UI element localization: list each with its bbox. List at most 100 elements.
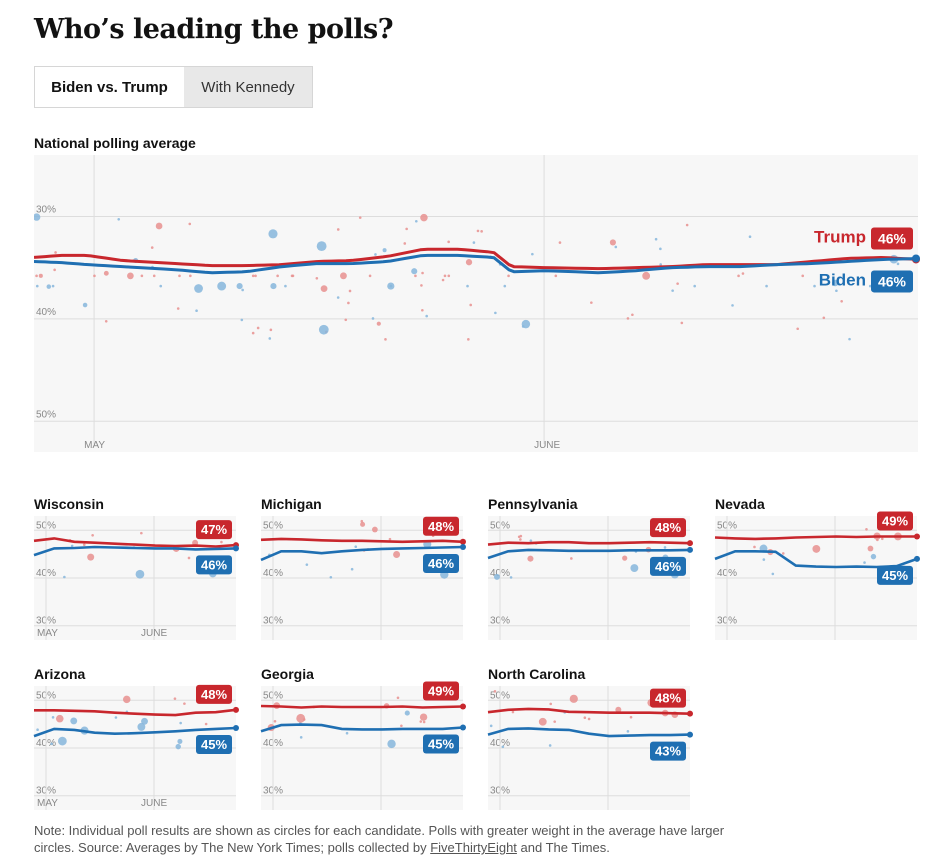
trump-poll-dot [421, 271, 424, 275]
state-title: Arizona [34, 666, 86, 682]
trump-value-label: 48% [655, 691, 681, 706]
biden-poll-dot [268, 229, 278, 239]
biden-poll-dot [868, 284, 872, 288]
trump-poll-dot [87, 553, 95, 561]
trump-poll-dot [467, 338, 470, 341]
biden-poll-dot [345, 731, 349, 735]
biden-poll-dot [175, 743, 181, 750]
trump-poll-dot [336, 228, 340, 231]
trump-value-label: 46% [878, 230, 907, 246]
trump-poll-dot [469, 303, 473, 307]
biden-poll-dot [896, 262, 900, 266]
trump-average-line [260, 704, 464, 709]
biden-poll-dot [663, 546, 667, 549]
trump-poll-dot [865, 527, 868, 531]
biden-value-badge [196, 734, 232, 754]
trump-value-label: 48% [201, 687, 227, 702]
national-polling-chart: 50% 40% 30% MAY JUNE Trump 46% Biden 46% [34, 155, 920, 452]
biden-value-badge [196, 555, 232, 575]
biden-poll-dot [630, 564, 639, 573]
biden-poll-dot [548, 744, 552, 747]
biden-poll-dot [382, 248, 387, 253]
trump-poll-dot [150, 246, 154, 249]
biden-end-marker [233, 724, 239, 731]
trump-poll-dot [405, 227, 408, 231]
trump-value-label: 48% [655, 520, 681, 535]
biden-value-label: 45% [428, 736, 454, 751]
trump-poll-dot [176, 307, 180, 310]
trump-poll-dot [103, 270, 109, 276]
biden-poll-dot [318, 324, 329, 335]
trump-poll-dot [204, 722, 208, 726]
trump-poll-dot [38, 273, 43, 278]
trump-poll-dot [360, 519, 364, 523]
biden-poll-dot [848, 337, 851, 341]
trump-poll-dot [173, 697, 177, 700]
footnote: Note: Individual poll results are shown … [34, 822, 734, 856]
y-tick-label: 40% [36, 307, 56, 318]
biden-poll-dot [835, 289, 838, 293]
trump-poll-dot [812, 544, 821, 553]
trump-poll-dot [251, 331, 255, 335]
trump-poll-dot [840, 299, 843, 303]
trump-poll-dot [188, 222, 192, 226]
trump-poll-dot [347, 301, 350, 305]
biden-poll-dot [114, 716, 118, 719]
trump-poll-dot [187, 556, 191, 560]
trump-value-label: 49% [428, 684, 454, 699]
biden-value-label: 46% [878, 273, 907, 289]
biden-poll-dot [50, 742, 53, 746]
trump-value-badge [871, 227, 913, 250]
biden-poll-dot [521, 319, 531, 329]
biden-poll-dot [236, 283, 243, 290]
trump-poll-dot [384, 338, 387, 341]
trump-poll-dot [393, 550, 401, 558]
biden-poll-dot [425, 314, 428, 318]
trump-poll-dot [123, 695, 131, 704]
trump-poll-dot [629, 715, 633, 719]
biden-poll-dot [36, 728, 39, 732]
trump-value-label: 47% [201, 522, 227, 537]
trump-poll-dot [360, 521, 366, 527]
trump-poll-dot [251, 274, 255, 278]
biden-poll-dot [268, 337, 272, 340]
biden-poll-dot [179, 721, 182, 725]
footnote-text: Note: Individual poll results are shown … [34, 823, 725, 855]
biden-poll-dot [299, 736, 303, 739]
biden-poll-dot [404, 710, 410, 716]
trump-poll-dot [590, 301, 593, 304]
biden-value-label: 43% [655, 744, 681, 759]
trump-poll-dot [55, 714, 64, 723]
fivethirtyeight-link[interactable]: FiveThirtyEight [430, 840, 517, 855]
trump-poll-dot [54, 251, 57, 254]
page-title: Who’s leading the polls? [34, 14, 394, 45]
state-title: Michigan [261, 496, 322, 512]
biden-poll-dot [240, 318, 244, 322]
biden-poll-dot [731, 304, 734, 307]
biden-value-badge [871, 270, 913, 293]
biden-poll-dot [659, 247, 662, 251]
trump-poll-dot [220, 540, 223, 544]
biden-value-label: 45% [201, 737, 227, 752]
biden-poll-dot [411, 268, 418, 275]
trump-value-badge [650, 688, 686, 708]
trump-poll-dot [519, 538, 522, 541]
trump-value-badge [423, 516, 459, 536]
biden-average-line [260, 545, 464, 562]
biden-poll-dot [863, 561, 866, 564]
x-tick-label: JUNE [141, 798, 167, 809]
biden-value-badge [650, 741, 686, 761]
biden-value-badge [650, 556, 686, 576]
biden-value-badge [423, 734, 459, 754]
tab-biden-vs-trump[interactable]: Biden vs. Trump [35, 67, 184, 107]
biden-value-label: 46% [428, 556, 454, 571]
tab-with-kennedy[interactable]: With Kennedy [201, 78, 295, 96]
biden-poll-dot [659, 263, 662, 266]
trump-poll-dot [507, 274, 510, 278]
biden-poll-dot [177, 738, 183, 744]
trump-poll-dot [296, 713, 306, 723]
trump-poll-dot [348, 289, 352, 293]
trump-poll-dot [527, 555, 534, 562]
trump-end-marker [914, 533, 920, 540]
